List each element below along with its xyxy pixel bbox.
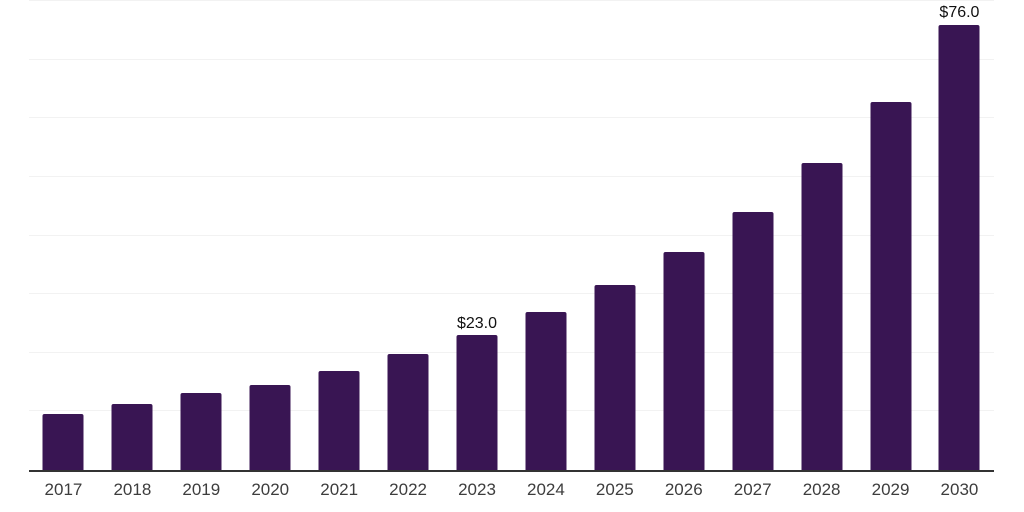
gridline <box>29 58 994 60</box>
bar-band-2027 <box>718 1 787 470</box>
bar-2020 <box>249 385 291 470</box>
bar-band-2026 <box>649 1 718 470</box>
bar-2026 <box>663 251 705 470</box>
x-tick-label-2028: 2028 <box>802 480 841 499</box>
bar-band-2024 <box>511 1 580 470</box>
bars-layer: $23.0 $76.0 <box>29 1 994 470</box>
bar-band-2017 <box>29 1 98 470</box>
x-tick-label-2029: 2029 <box>871 480 910 499</box>
x-tick-label-2018: 2018 <box>113 480 152 499</box>
bar-band-2022 <box>374 1 443 470</box>
gridline <box>29 117 994 119</box>
x-tick-label-2022: 2022 <box>389 480 427 499</box>
bar-band-2019 <box>167 1 236 470</box>
bar-2024 <box>525 312 567 470</box>
bar-2018 <box>111 403 153 470</box>
bar-2030 <box>938 24 980 470</box>
x-tick-label-2023: 2023 <box>458 480 496 499</box>
bar-band-2025 <box>580 1 649 470</box>
x-tick-label-2020: 2020 <box>251 480 290 499</box>
bar-value-label-2023: $23.0 <box>456 314 498 332</box>
bar-band-2020 <box>236 1 305 470</box>
bar-2021 <box>318 370 360 470</box>
bar-2028 <box>801 163 843 470</box>
bar-band-2023: $23.0 <box>443 1 512 470</box>
x-tick-label-2019: 2019 <box>182 480 221 499</box>
gridline <box>29 234 994 236</box>
gridline <box>29 175 994 177</box>
x-tick-label-2024: 2024 <box>527 480 565 499</box>
bar-2023 <box>456 335 498 470</box>
bar-value-label-2030: $76.0 <box>939 3 980 21</box>
x-tick-label-2021: 2021 <box>320 480 359 499</box>
x-tick-label-2027: 2027 <box>733 480 772 499</box>
x-axis-tick-labels: 2017 2018 2019 2020 2021 2022 2023 2024 2025 2026… <box>29 478 994 502</box>
bar-2025 <box>594 284 636 470</box>
bar-band-2028 <box>787 1 856 470</box>
bar-2029 <box>870 101 912 470</box>
gridlines-layer <box>29 0 994 470</box>
x-tick-label-2030: 2030 <box>940 480 979 499</box>
gridline <box>29 410 994 412</box>
gridline <box>29 293 994 295</box>
x-tick-label-2025: 2025 <box>595 480 634 499</box>
gridline <box>29 0 994 1</box>
x-tick-label-2017: 2017 <box>44 480 83 499</box>
bar-2019 <box>180 393 222 470</box>
bar-2027 <box>732 212 774 470</box>
bar-band-2030: $76.0 <box>925 1 994 470</box>
x-tick-label-2026: 2026 <box>664 480 703 499</box>
bar-band-2021 <box>305 1 374 470</box>
bar-2017 <box>42 413 84 470</box>
bar-2022 <box>387 353 429 470</box>
bar-band-2029 <box>856 1 925 470</box>
gridline <box>29 351 994 353</box>
bar-band-2018 <box>98 1 167 470</box>
plot-area: $23.0 $76.0 <box>29 0 994 472</box>
